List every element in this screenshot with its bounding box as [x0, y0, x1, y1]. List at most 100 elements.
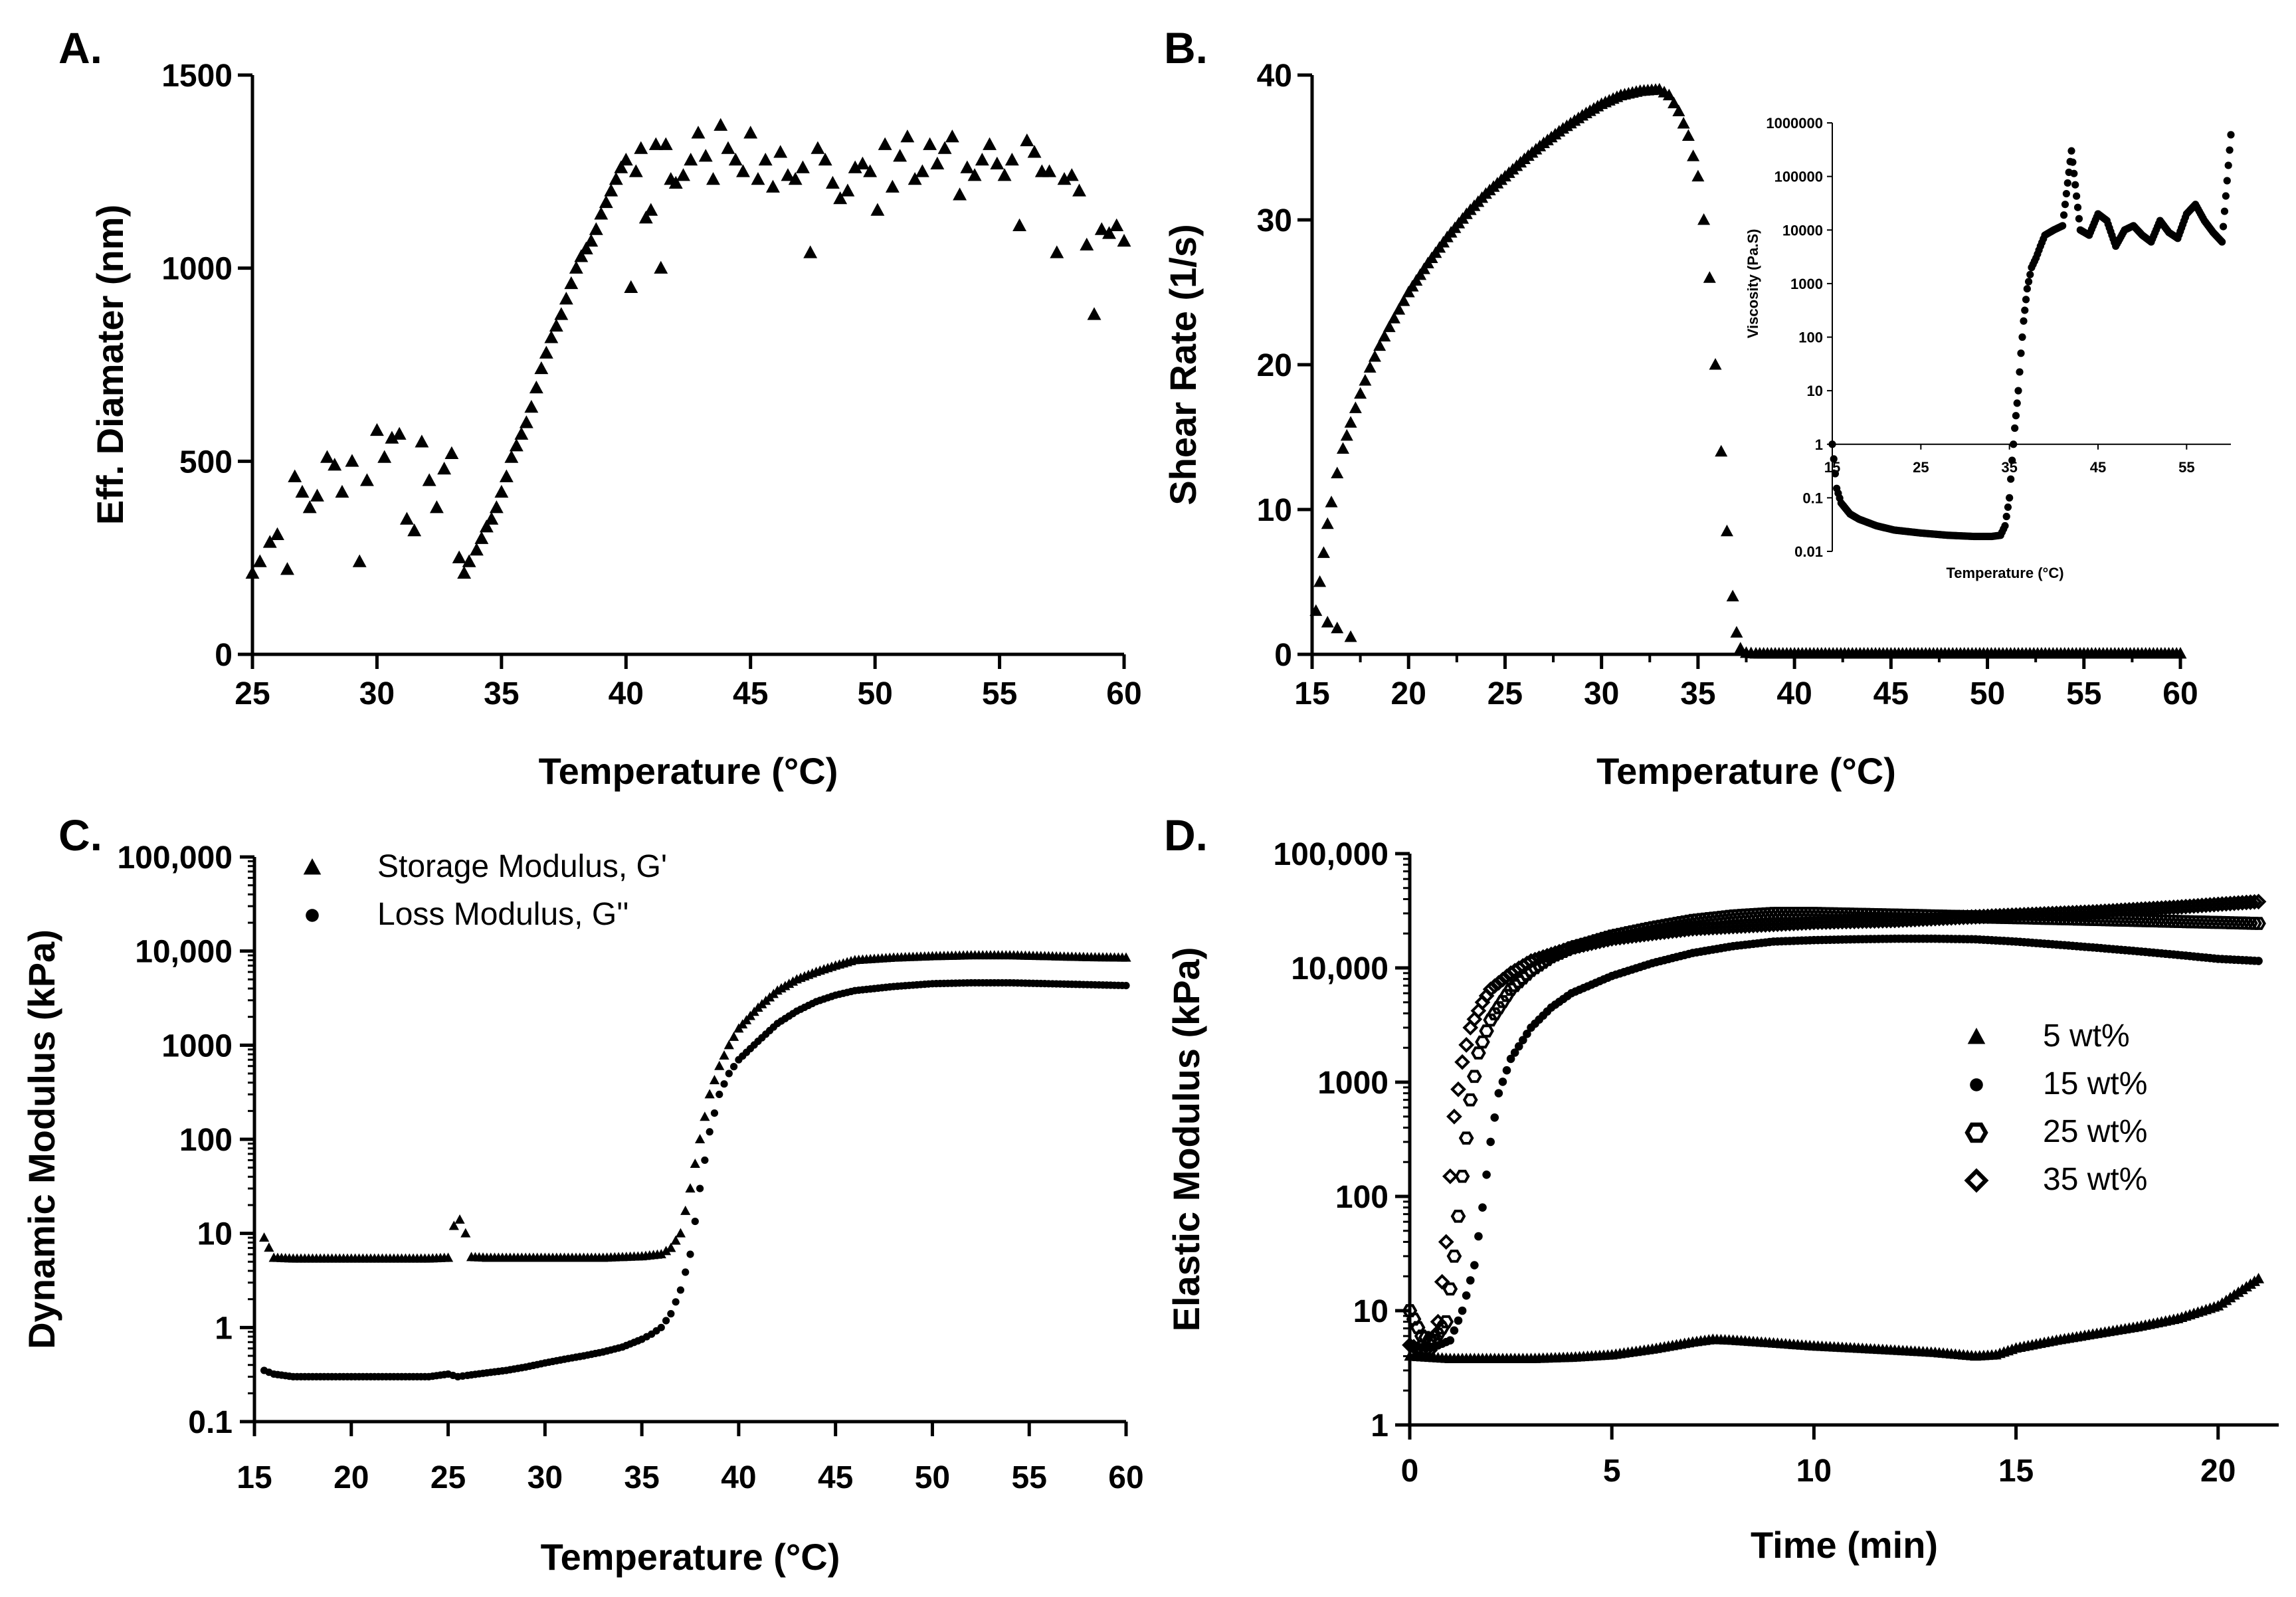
legend-label: 35 wt% — [2043, 1162, 2147, 1197]
data-point — [609, 171, 623, 185]
data-point — [295, 484, 310, 498]
data-point — [811, 141, 825, 154]
data-point — [1363, 361, 1377, 373]
inset-data-point — [2222, 192, 2230, 200]
data-point — [564, 276, 579, 290]
data-point — [262, 535, 277, 548]
inset-x-tick-label: 25 — [1913, 459, 1929, 476]
data-point — [686, 1250, 694, 1258]
x-tick-label: 60 — [1108, 1460, 1143, 1495]
inset-data-point — [1831, 470, 1840, 478]
data-point — [730, 1063, 738, 1071]
data-point — [359, 473, 374, 486]
x-tick-label: 60 — [2162, 676, 2198, 711]
data-point — [719, 1050, 729, 1060]
x-tick-label: 25 — [235, 676, 270, 711]
data-point — [818, 152, 832, 166]
data-point — [258, 1232, 270, 1242]
data-point — [2174, 646, 2187, 659]
data-point — [1344, 416, 1357, 428]
data-point — [983, 137, 997, 150]
data-point — [723, 1040, 734, 1050]
legend-label: Loss Modulus, G'' — [377, 897, 629, 932]
data-point — [589, 222, 603, 235]
data-point — [1397, 294, 1410, 306]
data-point — [682, 1268, 690, 1276]
data-point — [407, 523, 422, 537]
data-point — [1442, 1282, 1458, 1296]
x-tick-label: 20 — [334, 1460, 369, 1495]
data-point — [1672, 104, 1685, 116]
data-point — [1373, 339, 1387, 351]
data-point — [1349, 401, 1362, 413]
data-point — [706, 1128, 714, 1136]
inset-data-point — [2069, 158, 2077, 166]
inset-data-point — [2023, 285, 2031, 293]
y-tick-label: 20 — [1257, 348, 1292, 383]
legend-marker — [1970, 1078, 1983, 1091]
x-axis-label: Temperature (°C) — [1596, 750, 1896, 792]
data-point — [990, 156, 1004, 169]
y-tick-label: 100 — [179, 1123, 233, 1158]
inset-x-axis-label: Temperature (°C) — [1946, 565, 2063, 581]
data-point — [270, 527, 284, 541]
y-tick-label: 10,000 — [135, 935, 233, 970]
data-point — [900, 130, 915, 143]
panel-label: D. — [1164, 810, 1208, 860]
data-point — [1354, 387, 1367, 399]
inset-data-point — [2014, 387, 2022, 395]
inset-data-point — [1830, 455, 1838, 463]
data-point — [280, 562, 294, 575]
data-point — [489, 500, 504, 514]
data-point — [454, 1214, 465, 1224]
data-point — [529, 380, 543, 394]
data-point — [1490, 975, 1507, 991]
data-point — [691, 126, 706, 139]
data-point — [701, 1156, 709, 1165]
data-point — [1434, 1273, 1450, 1290]
data-point — [788, 171, 803, 185]
data-point — [1498, 1078, 1507, 1086]
y-tick-label: 0.1 — [188, 1405, 233, 1440]
data-point — [1122, 981, 1130, 990]
y-tick-label: 100 — [1335, 1180, 1388, 1215]
inset-data-point — [2218, 238, 2226, 246]
inset-y-tick-label: 0.01 — [1794, 543, 1823, 560]
inset-data-point — [1828, 440, 1836, 448]
inset-data-point — [2001, 521, 2009, 530]
legend-label: 5 wt% — [2043, 1018, 2130, 1054]
data-point — [721, 141, 735, 154]
data-point — [668, 175, 683, 189]
x-tick-label: 50 — [915, 1460, 950, 1495]
data-point — [504, 450, 519, 463]
data-point — [795, 160, 810, 173]
data-point — [444, 446, 459, 459]
data-point — [1491, 1001, 1507, 1014]
legend-label: Storage Modulus, G' — [377, 849, 667, 884]
panel-a: A. 25 30 35 40 45 50 55 60 0 500 1000 1500 Temperatur… — [58, 23, 1142, 792]
x-tick-label: 45 — [733, 676, 768, 711]
series-1 — [260, 979, 1130, 1381]
data-point — [619, 152, 633, 166]
data-point — [1050, 245, 1064, 258]
data-point — [1321, 517, 1334, 529]
x-tick-label: 30 — [359, 676, 395, 711]
data-point — [1446, 1250, 1462, 1263]
data-point — [634, 141, 648, 154]
x-tick-label: 35 — [624, 1460, 659, 1495]
data-point — [684, 152, 698, 166]
data-point — [1072, 183, 1086, 197]
data-point — [1454, 1316, 1463, 1325]
data-point — [667, 1310, 675, 1318]
data-point — [1434, 1321, 1450, 1335]
data-point — [469, 543, 484, 556]
data-point — [1458, 1306, 1467, 1315]
inset-data-point — [2070, 169, 2078, 177]
data-point — [690, 1159, 700, 1169]
x-tick-label: 45 — [1873, 676, 1909, 711]
data-point — [574, 249, 589, 262]
series-0 — [258, 950, 1131, 1263]
data-point — [893, 149, 908, 162]
inset-data-point — [2006, 494, 2014, 502]
x-tick-label: 40 — [721, 1460, 756, 1495]
